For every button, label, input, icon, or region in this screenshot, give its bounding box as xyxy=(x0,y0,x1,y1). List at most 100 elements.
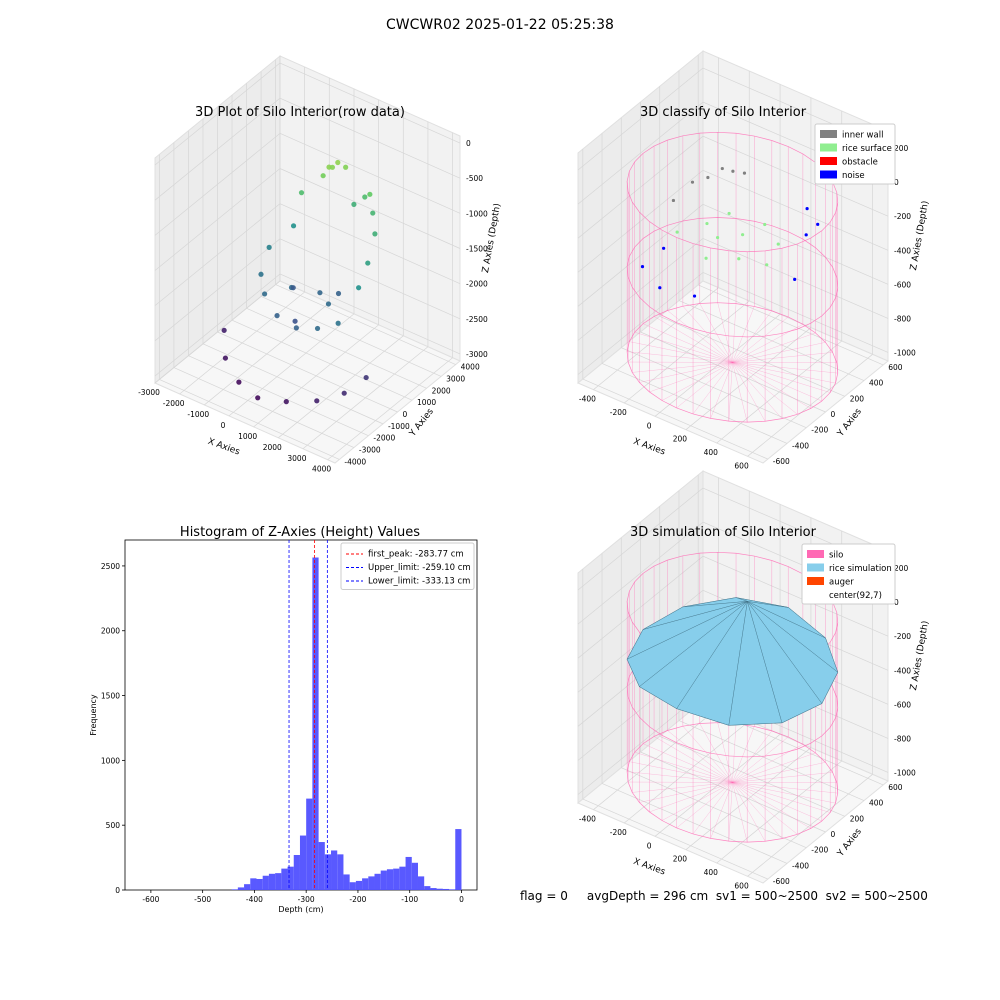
silo-spoke xyxy=(732,782,748,843)
silo-spoke xyxy=(661,362,733,401)
silo-spoke xyxy=(732,362,748,423)
scatter-point xyxy=(258,271,264,277)
silo-spoke xyxy=(629,761,733,783)
x-tick-label: 0 xyxy=(459,895,464,904)
y-axis-label: Y Axies xyxy=(835,407,864,440)
histogram-bar xyxy=(299,835,307,890)
silo-spoke xyxy=(642,323,733,363)
silo-spoke xyxy=(639,782,733,803)
y-gridline xyxy=(173,367,355,448)
legend-swatch xyxy=(820,157,837,165)
z-gridline xyxy=(279,133,461,214)
scatter-point xyxy=(372,231,378,237)
histogram-bar xyxy=(449,889,456,890)
silo-spoke xyxy=(732,762,826,783)
x-tick-label: -600 xyxy=(142,895,159,904)
z-tick-label: -1000 xyxy=(894,348,916,357)
z-gridline xyxy=(702,272,889,353)
x-axis-label: Depth (cm) xyxy=(278,905,323,914)
silo-spoke xyxy=(732,752,816,783)
histogram-bar xyxy=(306,798,313,890)
legend-swatch xyxy=(807,550,824,558)
silo-spoke xyxy=(692,362,733,415)
silo-spoke xyxy=(661,782,733,821)
histogram-bar xyxy=(399,866,406,890)
legend-label: noise xyxy=(842,171,865,181)
class-point xyxy=(704,256,708,260)
y-gridline xyxy=(659,315,845,397)
silo-spoke xyxy=(732,316,789,363)
x-tick-label: -400 xyxy=(579,815,596,824)
y-gridline xyxy=(260,296,442,377)
scatter-point xyxy=(283,399,289,405)
y-tick-label: -600 xyxy=(773,457,790,466)
z-gridline xyxy=(577,135,704,239)
y-tick-label: 2000 xyxy=(432,386,451,395)
silo-spoke xyxy=(682,306,733,363)
silo-spoke xyxy=(732,782,836,804)
histogram-bar xyxy=(244,884,251,890)
y-gridline xyxy=(621,347,807,429)
scatter-point xyxy=(255,395,261,401)
y-gridline xyxy=(678,720,865,801)
y-gridline xyxy=(601,783,788,864)
silo-spoke xyxy=(732,726,755,783)
y-gridline xyxy=(231,319,413,401)
class-point xyxy=(662,246,666,250)
silo-spoke xyxy=(627,771,733,783)
y-axis-label: Y Axies xyxy=(835,827,864,860)
scatter-point xyxy=(343,164,349,170)
silo-spoke xyxy=(732,332,816,363)
z-tick-label: -600 xyxy=(894,280,911,289)
class-point xyxy=(671,198,676,203)
silo-spoke xyxy=(728,782,733,842)
z-tick-label: -800 xyxy=(894,734,911,743)
z-gridline xyxy=(577,272,704,375)
class-point xyxy=(737,257,741,261)
y-gridline xyxy=(601,363,788,444)
silo-spoke xyxy=(732,342,826,363)
silo-spoke xyxy=(699,723,733,783)
y-gridline xyxy=(659,735,845,817)
y-gridline xyxy=(640,751,826,833)
histogram-bar xyxy=(368,876,375,890)
y-gridline xyxy=(582,378,768,460)
scatter-point xyxy=(262,291,268,297)
legend-label: inner wall xyxy=(842,131,883,141)
plot-area xyxy=(124,539,478,891)
z-tick-label: -1000 xyxy=(466,209,488,218)
x-tick-label: -100 xyxy=(401,895,418,904)
z-gridline xyxy=(279,203,461,284)
class-point xyxy=(675,230,679,234)
histogram-bar xyxy=(343,874,350,890)
x-tick-label: -2000 xyxy=(163,399,185,408)
x-tick-label: 400 xyxy=(704,868,719,877)
legend-simulation: silo rice simulation auger center(92,7) xyxy=(801,543,896,605)
z-tick-label: -200 xyxy=(894,632,911,641)
scatter-point xyxy=(293,325,299,331)
z-gridline xyxy=(279,62,461,144)
legend-classify: inner wall rice surface obstacle noise xyxy=(814,123,896,185)
z-gridline xyxy=(577,487,704,591)
z-tick-label: 200 xyxy=(894,564,909,573)
silo-spoke xyxy=(699,303,733,363)
y-tick-label: 400 xyxy=(869,379,884,388)
silo-spoke xyxy=(732,362,798,415)
y-tick-label: 3000 xyxy=(446,374,465,383)
z-tick-label: 0 xyxy=(894,178,899,187)
histogram-bar xyxy=(293,855,300,890)
x-tick-label: -3000 xyxy=(138,388,160,397)
y-gridline xyxy=(275,284,456,365)
z-gridline xyxy=(279,168,461,249)
silo-spoke xyxy=(732,324,803,363)
x-tick-label: 0 xyxy=(647,421,652,430)
class-point xyxy=(640,265,645,269)
y-axis-label: Y Axies xyxy=(407,407,436,440)
y-tick-label: -3000 xyxy=(359,446,381,455)
class-point xyxy=(727,211,731,216)
histogram-bar xyxy=(362,878,369,890)
z-tick-label: -400 xyxy=(894,666,911,675)
y-gridline xyxy=(582,798,768,880)
histogram-bar xyxy=(355,880,363,890)
